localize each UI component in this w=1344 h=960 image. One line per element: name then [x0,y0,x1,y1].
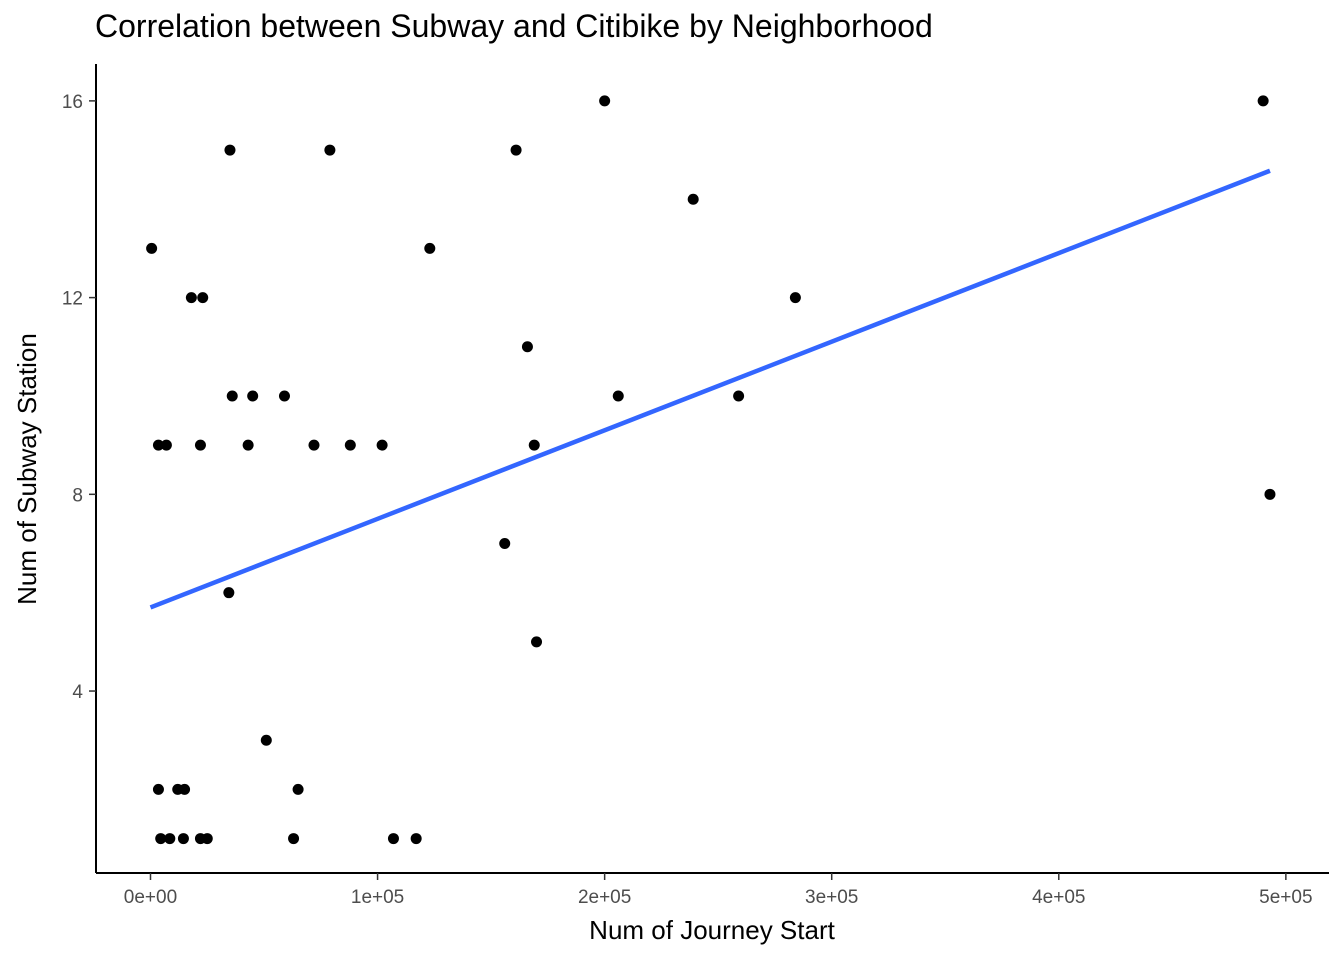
data-point [226,390,238,402]
data-point [531,636,543,648]
data-point [789,292,801,304]
data-point [185,292,197,304]
data-point [194,439,206,451]
trend-line [149,168,1271,610]
x-axis-ticks: 0e+00 1e+05 2e+05 3e+05 4e+05 5e+05 [124,873,1313,908]
data-point [1264,488,1276,500]
data-point [387,833,399,845]
data-point [292,783,304,795]
data-point [197,292,209,304]
data-point [177,833,189,845]
data-point [164,833,176,845]
data-point [324,144,336,156]
y-tick-label: 12 [62,289,83,310]
data-point [308,439,320,451]
y-tick-label: 16 [62,92,83,113]
y-tick-label: 4 [72,682,83,703]
y-tick-label: 8 [72,485,83,506]
y-axis-title: Num of Subway Station [12,333,42,605]
data-point [528,439,540,451]
data-point [260,734,272,746]
data-point [1257,95,1269,107]
data-point [376,439,388,451]
data-point [152,783,164,795]
data-point [410,833,422,845]
data-point [521,341,533,353]
y-axis-ticks: 4 8 12 16 [62,92,96,703]
data-point [733,390,745,402]
data-point [687,193,699,205]
data-point [599,95,611,107]
data-point [247,390,259,402]
x-tick-label: 1e+05 [351,887,404,908]
data-point [160,439,172,451]
data-point [223,587,235,599]
data-point [499,537,511,549]
x-axis-title: Num of Journey Start [589,915,835,945]
data-point [288,833,300,845]
x-tick-label: 3e+05 [805,887,858,908]
data-point [179,783,191,795]
data-point [146,242,158,254]
data-point [424,242,436,254]
x-tick-label: 4e+05 [1032,887,1085,908]
data-point [510,144,522,156]
data-point [152,439,164,451]
data-point [201,833,213,845]
data-point [242,439,254,451]
data-point [612,390,624,402]
x-tick-label: 2e+05 [578,887,631,908]
data-point [224,144,236,156]
x-tick-label: 5e+05 [1259,887,1312,908]
chart-title: Correlation between Subway and Citibike … [95,8,933,44]
data-point [344,439,356,451]
x-tick-label: 0e+00 [124,887,177,908]
points-layer [146,95,1276,845]
data-point [155,833,167,845]
data-point [278,390,290,402]
